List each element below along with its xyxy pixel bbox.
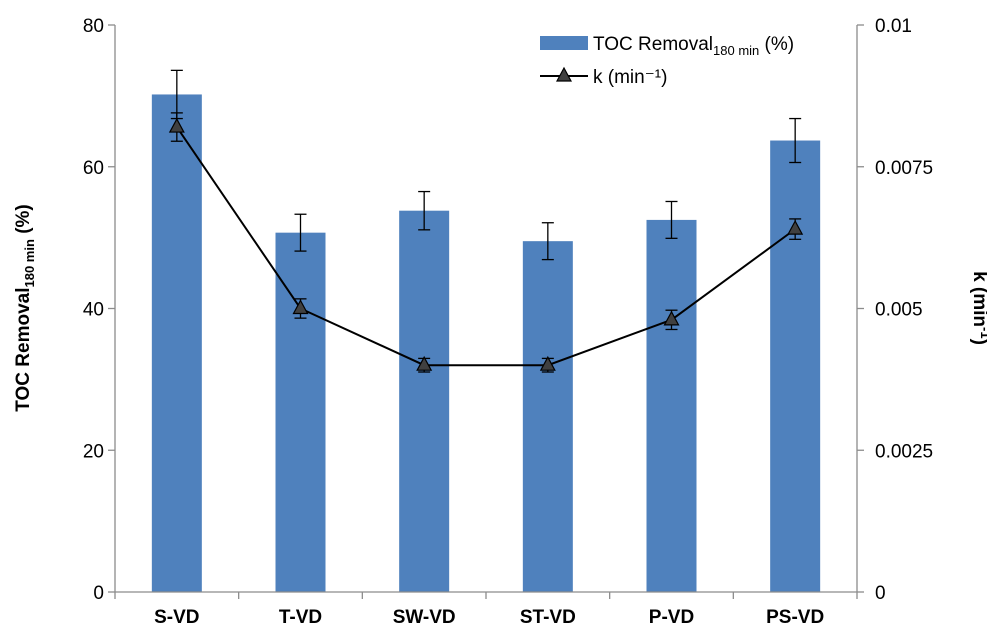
- legend-bar-label: TOC Removal180 min (%): [593, 34, 794, 58]
- k-point-ps-vd: [787, 219, 804, 235]
- axes: [114, 25, 858, 599]
- category-label-p-vd: P-VD: [649, 607, 694, 628]
- left-tick-label: 60: [83, 158, 104, 179]
- right-axis-title: k (min-1): [969, 271, 987, 345]
- bar-p-vd: [646, 219, 697, 592]
- legend: TOC Removal180 min (%) k (min⁻¹): [540, 34, 794, 88]
- left-tick-label: 0: [93, 583, 104, 604]
- bar-st-vd: [522, 241, 573, 592]
- k-point-t-vd: [292, 299, 309, 315]
- legend-bar-swatch: [540, 36, 588, 50]
- bar-s-vd: [151, 94, 202, 593]
- right-tick-label: 0.0075: [875, 158, 933, 179]
- category-label-ps-vd: PS-VD: [766, 607, 824, 628]
- bar-error-t-vd: [294, 213, 307, 252]
- category-labels: S-VD T-VD SW-VD ST-VD P-VD PS-VD: [154, 607, 824, 628]
- k-point-sw-vd: [416, 355, 433, 371]
- left-tick-label: 80: [83, 16, 104, 37]
- k-point-st-vd: [539, 355, 556, 371]
- k-series-line: [176, 126, 796, 367]
- right-tick-label: 0.005: [875, 300, 923, 321]
- right-ticks: 0 0.0025 0.005 0.0075 0.01: [857, 16, 933, 604]
- bars-group: [151, 94, 821, 593]
- left-ticks: 0 20 40 60 80: [83, 16, 115, 604]
- bar-sw-vd: [399, 210, 450, 592]
- right-tick-label: 0.01: [875, 16, 912, 37]
- category-label-s-vd: S-VD: [154, 607, 199, 628]
- bar-t-vd: [275, 232, 326, 592]
- legend-line-label: k (min⁻¹): [593, 67, 667, 88]
- left-tick-label: 20: [83, 441, 104, 462]
- right-tick-label: 0: [875, 583, 886, 604]
- bar-error-ps-vd: [789, 117, 802, 164]
- bar-ps-vd: [770, 140, 821, 592]
- category-label-st-vd: ST-VD: [520, 607, 576, 628]
- legend-triangle-marker: [555, 66, 573, 82]
- bar-error-bars: [170, 69, 802, 261]
- left-axis-title: TOC Removal180 min (%): [13, 204, 37, 412]
- category-label-t-vd: T-VD: [279, 607, 322, 628]
- right-tick-label: 0.0025: [875, 441, 933, 462]
- k-line-group: [168, 112, 804, 373]
- bar-error-p-vd: [665, 200, 678, 239]
- category-label-sw-vd: SW-VD: [393, 607, 456, 628]
- k-point-s-vd: [168, 117, 185, 133]
- k-point-p-vd: [663, 310, 680, 326]
- bar-error-sw-vd: [418, 190, 431, 231]
- left-tick-label: 40: [83, 300, 104, 321]
- bar-error-st-vd: [541, 222, 554, 261]
